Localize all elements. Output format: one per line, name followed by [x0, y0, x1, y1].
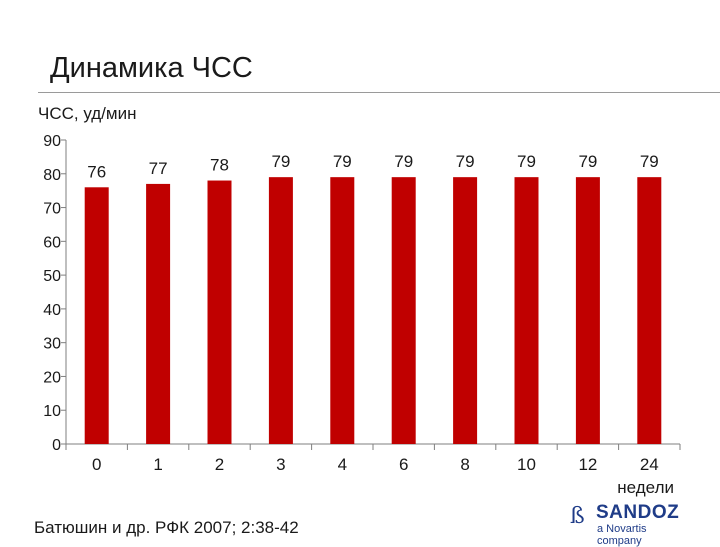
y-tick-label: 20	[43, 369, 61, 386]
data-label: 76	[87, 162, 106, 181]
data-label: 79	[640, 152, 659, 171]
chart-labels: 0 10 20 30 40 50 60 70 80 90 0 76 1 77 2 78 3 79 4 79 6 79 8 79…	[43, 133, 674, 497]
y-tick-label: 90	[43, 133, 61, 150]
x-tick-label: 0	[92, 455, 101, 474]
sandoz-logo-mark-icon: ß	[570, 504, 585, 529]
y-tick-label: 10	[43, 403, 61, 420]
x-tick-label: 8	[460, 455, 469, 474]
bar	[453, 177, 478, 444]
logo-brand-text: SANDOZ	[596, 502, 680, 523]
x-tick-label: 3	[276, 455, 285, 474]
y-tick-label: 70	[43, 201, 61, 218]
x-axis-label: недели	[617, 478, 674, 497]
bar	[637, 177, 662, 444]
data-label: 79	[456, 152, 475, 171]
x-tick-label: 2	[215, 455, 224, 474]
y-tick-label: 80	[43, 167, 61, 184]
bar	[146, 183, 171, 444]
x-tick-label: 24	[640, 455, 659, 474]
bar	[84, 187, 109, 445]
bar-chart: 0 10 20 30 40 50 60 70 80 90 0 76 1 77 2 78 3 79 4 79 6 79 8 79…	[43, 133, 681, 497]
bar	[268, 177, 293, 444]
page-title: Динамика ЧСС	[50, 52, 253, 84]
bar	[514, 177, 539, 444]
x-tick-label: 12	[578, 455, 597, 474]
data-label: 79	[333, 152, 352, 171]
y-tick-label: 50	[43, 268, 61, 285]
source-citation: Батюшин и др. РФК 2007; 2:38-42	[34, 518, 299, 537]
bar	[330, 177, 355, 444]
data-label: 78	[210, 156, 229, 175]
bar	[207, 180, 232, 445]
y-tick-label: 30	[43, 336, 61, 353]
data-label: 77	[149, 159, 168, 178]
bar	[391, 177, 416, 444]
y-tick-label: 40	[43, 302, 61, 319]
y-tick-label: 60	[43, 234, 61, 251]
bar	[575, 177, 600, 444]
logo-subtitle: a Novartis company	[597, 523, 647, 547]
y-tick-label: 0	[52, 437, 61, 454]
title-divider	[38, 92, 720, 93]
y-axis-label: ЧСС, уд/мин	[38, 104, 137, 123]
chart-bars	[84, 177, 662, 445]
x-tick-label: 10	[517, 455, 536, 474]
x-tick-label: 1	[153, 455, 162, 474]
sandoz-logo: ß SANDOZ a Novartis company	[570, 500, 690, 547]
x-tick-label: 4	[338, 455, 347, 474]
data-label: 79	[271, 152, 290, 171]
data-label: 79	[578, 152, 597, 171]
data-label: 79	[517, 152, 536, 171]
data-label: 79	[394, 152, 413, 171]
x-tick-label: 6	[399, 455, 408, 474]
